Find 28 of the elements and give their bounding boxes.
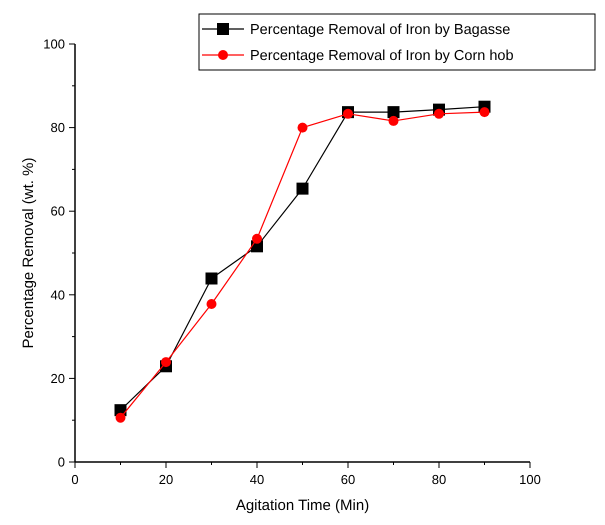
- point: [296, 182, 308, 195]
- x-tick-label: 40: [250, 472, 264, 487]
- legend-label: Percentage Removal of Iron by Bagasse: [250, 22, 510, 38]
- x-tick-label: 80: [432, 472, 446, 487]
- point: [161, 357, 171, 368]
- point: [206, 272, 218, 284]
- x-tick-label: 60: [340, 472, 356, 487]
- x-tick-label: 100: [519, 472, 541, 487]
- y-axis-title: Percentage Removal (wt. %): [20, 158, 37, 348]
- point: [388, 106, 400, 118]
- legend-label: Percentage Removal of Iron by Corn hob: [250, 48, 514, 64]
- point: [206, 298, 216, 309]
- point: [343, 108, 353, 119]
- point: [388, 116, 398, 126]
- y-tick-label: 60: [50, 204, 65, 219]
- y-tick-label: 20: [50, 370, 65, 386]
- y-tick-label: 100: [43, 36, 65, 52]
- x-tick-label: 20: [158, 472, 174, 487]
- x-axis-title: Agitation Time (Min): [236, 497, 370, 514]
- y-tick-label: 40: [50, 287, 65, 302]
- x-tick-label: 0: [71, 472, 79, 487]
- point: [480, 107, 490, 118]
- point: [252, 234, 262, 244]
- point: [116, 412, 126, 423]
- point: [298, 122, 308, 133]
- y-tick-label: 0: [58, 454, 65, 470]
- y-tick-label: 80: [50, 120, 65, 136]
- point: [434, 108, 444, 119]
